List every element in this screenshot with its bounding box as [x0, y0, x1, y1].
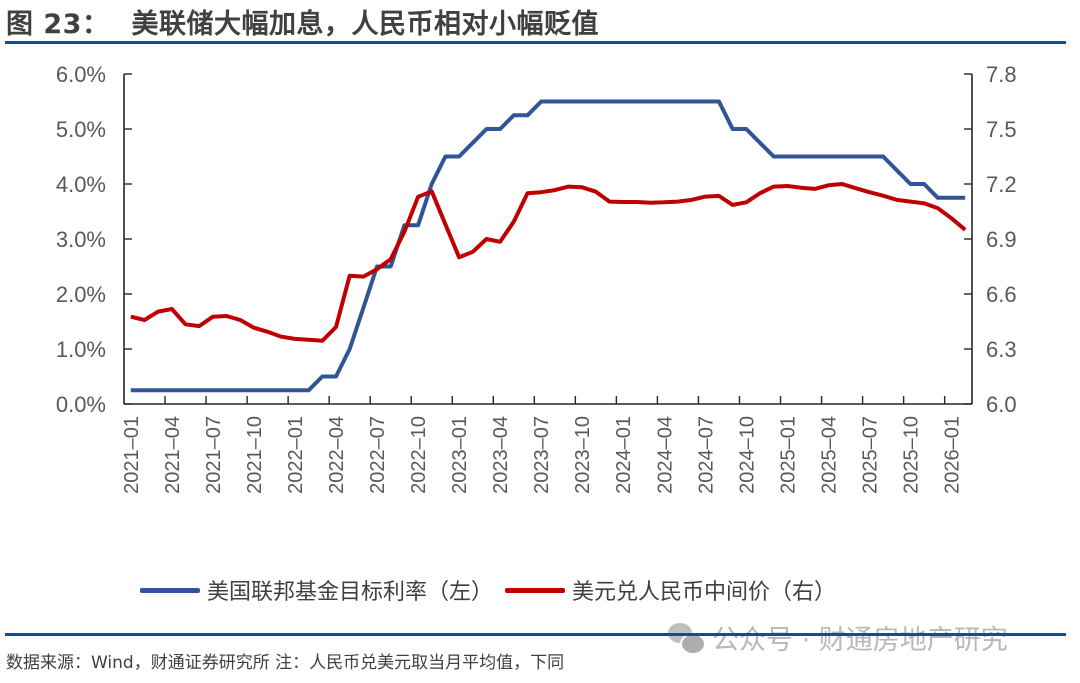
x-tick-label: 2023–10	[572, 416, 594, 494]
x-tick-label: 2025–04	[818, 416, 840, 494]
right-y-tick-label: 6.9	[986, 227, 1017, 252]
x-tick-label: 2021–07	[203, 416, 225, 494]
source-note: 数据来源：Wind，财通证券研究所 注：人民币兑美元取当月平均值，下同	[6, 653, 565, 673]
left-y-tick-label: 4.0%	[56, 172, 106, 197]
watermark-text: 公众号 · 财通房地产研究	[712, 625, 1008, 656]
x-tick-label: 2026–01	[941, 416, 963, 494]
x-tick-label: 2021–04	[162, 416, 184, 494]
x-tick-label: 2024–01	[613, 416, 635, 494]
top-divider	[5, 41, 1066, 44]
x-tick-label: 2024–10	[736, 416, 758, 494]
legend-swatch-red-line-icon	[505, 587, 566, 593]
x-tick-label: 2021–01	[121, 416, 143, 494]
x-tick-label: 2022–10	[408, 416, 430, 494]
left-y-tick-label: 0.0%	[56, 392, 106, 417]
figure-title: 图 23： 美联储大幅加息，人民币相对小幅贬值	[6, 2, 599, 41]
left-y-tick-label: 2.0%	[56, 282, 106, 307]
legend-label: 美国联邦基金目标利率（左）	[207, 580, 494, 605]
right-y-tick-label: 7.2	[986, 172, 1017, 197]
bottom-divider	[5, 633, 1066, 636]
right-y-tick-label: 6.0	[986, 392, 1017, 417]
x-tick-label: 2023–01	[449, 416, 471, 494]
right-y-tick-label: 6.3	[986, 337, 1017, 362]
right-y-axis-labels: 6.0 6.3 6.6 6.9 7.2 7.5 7.8	[986, 62, 1017, 417]
chart-axes	[123, 73, 973, 405]
x-tick-label: 2022–07	[367, 416, 389, 494]
legend-item-fed-rate: 美国联邦基金目标利率（左）	[140, 574, 493, 606]
left-y-axis-labels: 0.0% 1.0% 2.0% 3.0% 4.0% 5.0% 6.0%	[56, 62, 106, 417]
watermark: 公众号 · 财通房地产研究	[668, 618, 1008, 657]
line-chart: 0.0%1.0%2.0%3.0%4.0%5.0%6.0% 6.06.36.66.…	[56, 62, 1017, 494]
x-tick-label: 2021–10	[244, 416, 266, 494]
x-tick-label: 2022–04	[326, 416, 348, 494]
chart-series	[130, 99, 967, 393]
x-tick-label: 2024–07	[695, 416, 717, 494]
x-axis-labels: 2021–01 2021–04 2021–07 2021–10 2022–01 2022–…	[121, 416, 964, 494]
left-y-tick-label: 5.0%	[56, 117, 106, 142]
right-y-tick-label: 7.8	[986, 62, 1017, 87]
right-y-tick-label: 6.6	[986, 282, 1017, 307]
left-y-tick-label: 6.0%	[56, 62, 106, 87]
chart-legend: 美国联邦基金目标利率（左） 美元兑人民币中间价（右）	[140, 574, 848, 606]
legend-swatch-blue-line-icon	[140, 587, 200, 593]
left-y-tick-label: 3.0%	[56, 227, 106, 252]
figure-title-text: 美联储大幅加息，人民币相对小幅贬值	[131, 9, 599, 40]
x-tick-label: 2025–07	[859, 416, 881, 494]
wechat-icon	[668, 622, 706, 655]
legend-label: 美元兑人民币中间价（右）	[572, 580, 837, 605]
left-y-tick-label: 1.0%	[56, 337, 106, 362]
figure-number: 图 23：	[6, 9, 110, 40]
usdcny-line	[130, 182, 967, 343]
right-y-tick-label: 7.5	[986, 117, 1017, 142]
x-tick-label: 2025–10	[900, 416, 922, 494]
x-tick-label: 2025–01	[777, 416, 799, 494]
legend-item-usdcny: 美元兑人民币中间价（右）	[505, 574, 836, 606]
x-tick-label: 2023–04	[490, 416, 512, 494]
x-tick-label: 2024–04	[654, 416, 676, 494]
fed-rate-line	[130, 99, 966, 393]
x-tick-label: 2023–07	[531, 416, 553, 494]
x-tick-label: 2022–01	[285, 416, 307, 494]
